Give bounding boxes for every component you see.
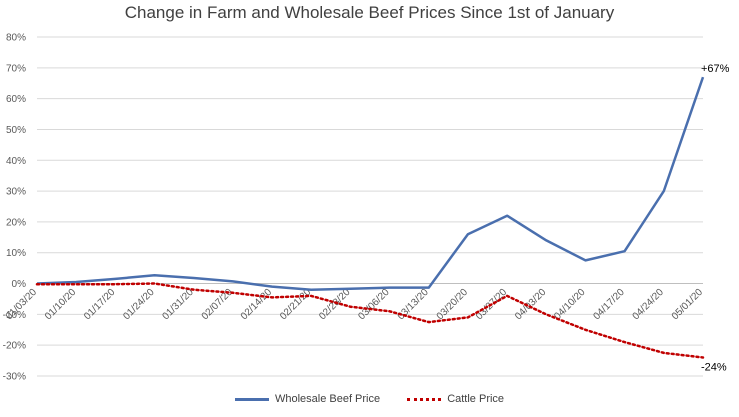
x-tick-label: 02/14/20 bbox=[239, 287, 275, 323]
x-tick-label: 01/17/20 bbox=[82, 287, 118, 323]
data-label-cattle: -24% bbox=[701, 362, 727, 374]
y-tick-label: 70% bbox=[6, 63, 26, 74]
legend: Wholesale Beef Price Cattle Price bbox=[0, 393, 739, 405]
legend-label-wholesale: Wholesale Beef Price bbox=[274, 393, 381, 405]
y-tick-label: -10% bbox=[3, 310, 26, 321]
x-tick-label: 04/17/20 bbox=[591, 287, 627, 323]
x-tick-label: 04/03/20 bbox=[513, 287, 549, 323]
series-line-wholesale bbox=[36, 76, 705, 291]
y-tick-label: 10% bbox=[6, 248, 26, 259]
gridlines bbox=[37, 36, 703, 377]
x-tick-label: 02/28/20 bbox=[317, 287, 353, 323]
x-tick-label: 01/31/20 bbox=[161, 287, 197, 323]
y-axis: -30% -20% -10% 0% 10% 20% 30% 40% 50% 60% 70% 80% bbox=[3, 33, 26, 383]
x-tick-label: 01/24/20 bbox=[121, 287, 157, 323]
legend-label-cattle: Cattle Price bbox=[447, 393, 505, 405]
x-tick-label: 02/21/20 bbox=[278, 287, 314, 323]
y-tick-label: 80% bbox=[6, 33, 26, 44]
y-tick-label: 60% bbox=[6, 94, 26, 105]
legend-item-cattle: Cattle Price bbox=[407, 393, 504, 405]
annotations: +67% -24% bbox=[701, 63, 730, 373]
x-tick-label: 01/10/20 bbox=[43, 287, 79, 323]
y-tick-label: 40% bbox=[6, 156, 26, 167]
x-tick-label: 04/10/20 bbox=[552, 287, 588, 323]
y-tick-label: 0% bbox=[12, 279, 27, 290]
legend-swatch-cattle bbox=[407, 397, 442, 401]
data-label-wholesale: +67% bbox=[701, 63, 730, 75]
legend-swatch-wholesale bbox=[234, 397, 269, 401]
x-tick-label: 03/06/20 bbox=[356, 287, 392, 323]
legend-item-wholesale: Wholesale Beef Price bbox=[234, 393, 381, 405]
y-tick-label: -30% bbox=[3, 372, 26, 383]
series-group bbox=[35, 76, 705, 359]
x-tick-label: 04/24/20 bbox=[631, 287, 667, 323]
x-tick-label: 05/01/20 bbox=[670, 287, 706, 323]
y-tick-label: 20% bbox=[6, 217, 26, 228]
y-tick-label: 30% bbox=[6, 187, 26, 198]
y-tick-label: -20% bbox=[3, 341, 26, 352]
chart-title: Change in Farm and Wholesale Beef Prices… bbox=[124, 3, 615, 22]
series-line-cattle bbox=[35, 282, 705, 359]
y-tick-label: 50% bbox=[6, 125, 26, 136]
